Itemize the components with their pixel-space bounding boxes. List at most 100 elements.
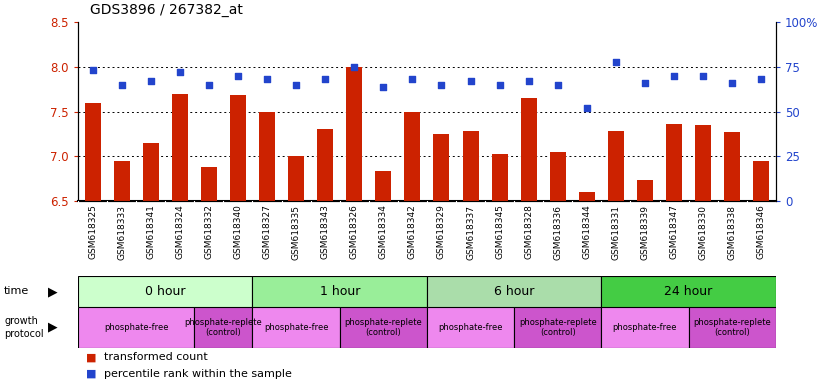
- Bar: [78, 307, 195, 348]
- Bar: [259, 112, 275, 201]
- Point: [319, 76, 332, 83]
- Point: [435, 82, 448, 88]
- Bar: [172, 94, 188, 201]
- Text: GSM618341: GSM618341: [146, 205, 155, 260]
- Text: GSM618329: GSM618329: [437, 205, 446, 260]
- Text: GSM618347: GSM618347: [670, 205, 679, 260]
- Text: phosphate-free: phosphate-free: [264, 323, 328, 332]
- Bar: [695, 125, 711, 201]
- Text: phosphate-replete
(control): phosphate-replete (control): [345, 318, 422, 337]
- Point: [232, 73, 245, 79]
- Point: [144, 78, 158, 84]
- Text: GSM618333: GSM618333: [117, 205, 126, 260]
- Text: phosphate-replete
(control): phosphate-replete (control): [185, 318, 262, 337]
- Bar: [195, 307, 253, 348]
- Point: [347, 64, 360, 70]
- Text: ■: ■: [86, 352, 97, 362]
- Text: GSM618332: GSM618332: [204, 205, 213, 260]
- Text: time: time: [4, 286, 30, 296]
- Bar: [253, 276, 427, 307]
- Bar: [601, 276, 776, 307]
- Bar: [666, 124, 682, 201]
- Text: phosphate-free: phosphate-free: [612, 323, 677, 332]
- Point: [260, 76, 273, 83]
- Text: GSM618338: GSM618338: [727, 205, 736, 260]
- Text: GSM618345: GSM618345: [495, 205, 504, 260]
- Bar: [601, 307, 689, 348]
- Text: GSM618327: GSM618327: [263, 205, 272, 260]
- Point: [522, 78, 535, 84]
- Point: [639, 80, 652, 86]
- Point: [115, 82, 128, 88]
- Bar: [521, 98, 537, 201]
- Bar: [637, 180, 653, 201]
- Point: [377, 83, 390, 89]
- Bar: [754, 161, 769, 201]
- Text: GSM618334: GSM618334: [378, 205, 388, 260]
- Text: GSM618336: GSM618336: [553, 205, 562, 260]
- Text: GSM618337: GSM618337: [466, 205, 475, 260]
- Text: phosphate-replete
(control): phosphate-replete (control): [694, 318, 771, 337]
- Text: phosphate-free: phosphate-free: [104, 323, 168, 332]
- Text: 24 hour: 24 hour: [664, 285, 713, 298]
- Bar: [201, 167, 217, 201]
- Bar: [514, 307, 601, 348]
- Text: GSM618330: GSM618330: [699, 205, 708, 260]
- Point: [202, 82, 215, 88]
- Bar: [288, 156, 304, 201]
- Bar: [405, 112, 420, 201]
- Bar: [462, 131, 479, 201]
- Text: GSM618331: GSM618331: [612, 205, 621, 260]
- Text: GSM618326: GSM618326: [350, 205, 359, 260]
- Text: GSM618342: GSM618342: [408, 205, 417, 259]
- Text: GSM618335: GSM618335: [291, 205, 300, 260]
- Point: [86, 68, 99, 74]
- Text: phosphate-free: phosphate-free: [438, 323, 502, 332]
- Bar: [433, 134, 449, 201]
- Bar: [340, 307, 427, 348]
- Bar: [230, 96, 246, 201]
- Point: [551, 82, 564, 88]
- Point: [173, 69, 186, 75]
- Point: [464, 78, 477, 84]
- Point: [290, 82, 303, 88]
- Text: GSM618346: GSM618346: [757, 205, 766, 260]
- Text: ■: ■: [86, 369, 97, 379]
- Text: GDS3896 / 267382_at: GDS3896 / 267382_at: [90, 3, 243, 17]
- Bar: [85, 103, 100, 201]
- Point: [406, 76, 419, 83]
- Text: transformed count: transformed count: [104, 352, 208, 362]
- Point: [609, 58, 622, 65]
- Bar: [724, 132, 741, 201]
- Text: GSM618343: GSM618343: [321, 205, 330, 260]
- Bar: [427, 307, 514, 348]
- Text: percentile rank within the sample: percentile rank within the sample: [104, 369, 292, 379]
- Bar: [550, 152, 566, 201]
- Point: [580, 105, 594, 111]
- Text: 0 hour: 0 hour: [145, 285, 186, 298]
- Bar: [427, 276, 601, 307]
- Text: 6 hour: 6 hour: [494, 285, 534, 298]
- Text: GSM618324: GSM618324: [175, 205, 184, 259]
- Text: ▶: ▶: [48, 321, 57, 334]
- Bar: [317, 129, 333, 201]
- Bar: [113, 161, 130, 201]
- Bar: [689, 307, 776, 348]
- Point: [754, 76, 768, 83]
- Bar: [346, 67, 362, 201]
- Text: ▶: ▶: [48, 285, 57, 298]
- Text: GSM618339: GSM618339: [640, 205, 649, 260]
- Point: [726, 80, 739, 86]
- Bar: [375, 171, 392, 201]
- Text: GSM618325: GSM618325: [88, 205, 97, 260]
- Bar: [608, 131, 624, 201]
- Bar: [579, 192, 595, 201]
- Bar: [143, 143, 158, 201]
- Text: GSM618328: GSM618328: [524, 205, 533, 260]
- Text: 1 hour: 1 hour: [319, 285, 360, 298]
- Point: [667, 73, 681, 79]
- Bar: [492, 154, 507, 201]
- Text: GSM618340: GSM618340: [233, 205, 242, 260]
- Text: growth
protocol: growth protocol: [4, 316, 44, 339]
- Bar: [78, 276, 253, 307]
